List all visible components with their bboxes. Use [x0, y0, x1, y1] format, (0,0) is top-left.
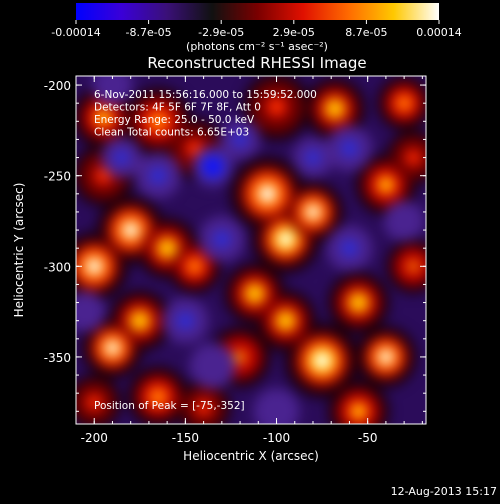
x-tick-label: -100 [263, 431, 290, 445]
colorbar-tick-label: -0.00014 [51, 26, 100, 39]
y-tick-label: -250 [44, 170, 71, 184]
heatmap-blob [105, 341, 120, 355]
heatmap-blob [341, 140, 358, 157]
heatmap-blob [204, 357, 221, 375]
x-tick-label: -150 [172, 431, 199, 445]
heatmap-blob [205, 159, 221, 174]
heatmap-blob [151, 390, 165, 404]
heatmap-blob [86, 259, 102, 274]
heatmap-blob [96, 111, 110, 125]
heatmap-blob [278, 231, 293, 247]
plot-frame [75, 75, 427, 425]
y-axis-label: Heliocentric Y (arcsec) [12, 183, 26, 318]
heatmap-blob [105, 77, 120, 93]
heatmap-blob [160, 241, 174, 255]
heatmap-blob [341, 239, 358, 257]
heatmap-blob [351, 296, 366, 310]
timestamp: 12-Aug-2013 15:17 [391, 485, 497, 498]
heatmap-image [76, 76, 426, 424]
annotation-line: Detectors: 4F 5F 6F 7F 8F, Att 0 [94, 102, 261, 114]
annotation-line: Clean Total counts: 6.65E+03 [94, 127, 249, 139]
heatmap-blob [328, 102, 342, 116]
heatmap-blob [77, 304, 93, 319]
heatmap-blob [88, 396, 101, 409]
x-axis-label: Heliocentric X (arcsec) [183, 449, 319, 463]
heatmap-blob [306, 205, 320, 219]
heatmap-blob [149, 167, 167, 184]
colorbar-tick-label: 8.7e-05 [345, 26, 387, 39]
heatmap-blob [150, 114, 166, 129]
heatmap-blob [269, 99, 284, 115]
heatmap-blob [268, 403, 285, 420]
colorbar-tick-label: 0.00014 [416, 26, 462, 39]
heatmap-blob [187, 141, 202, 156]
y-axis: -200 -250 -300 -350 [44, 79, 426, 412]
heatmap-blob [133, 314, 147, 328]
heatmap-blob [314, 352, 331, 369]
heatmap-blob [351, 404, 366, 418]
annotation-block: 6-Nov-2011 15:56:16.000 to 15:59:52.000D… [94, 89, 317, 139]
heatmap-blob [96, 169, 110, 183]
colorbar [76, 3, 439, 20]
heatmap-blob [279, 314, 293, 328]
heatmap-blob [197, 401, 210, 414]
heatmap-blob [114, 150, 129, 165]
heatmap-blob [188, 260, 201, 273]
heatmap-blob [407, 151, 420, 164]
peak-position-label: Position of Peak = [-75,-352] [94, 400, 245, 412]
heatmap-blob [379, 178, 393, 192]
heatmap-blob [177, 312, 194, 329]
y-tick-label: -200 [44, 79, 71, 93]
heatmap-blob [248, 286, 262, 301]
x-tick-label: -50 [358, 431, 378, 445]
heatmap-blob [213, 230, 231, 248]
x-tick-label: -200 [81, 431, 108, 445]
heatmap-blob [233, 350, 247, 364]
heatmap-blob [259, 185, 276, 202]
heatmap-blob [379, 350, 393, 364]
annotation-line: Energy Range: 25.0 - 50.0 keV [94, 114, 255, 126]
heatmap-blob [407, 260, 420, 273]
heatmap-blob [305, 150, 321, 165]
y-tick-label: -350 [44, 351, 71, 365]
heatmap-blob [123, 222, 138, 238]
x-axis: -200 -150 -100 -50 [81, 76, 423, 445]
y-tick-label: -300 [44, 260, 71, 274]
heatmap-blob [398, 97, 410, 110]
annotation-line: 6-Nov-2011 15:56:16.000 to 15:59:52.000 [94, 89, 317, 101]
heatmap-blob [232, 132, 248, 147]
colorbar-unit-label: (photons cm⁻² s⁻¹ asec⁻²) [186, 40, 328, 53]
colorbar-ticks: -0.00014 -8.7e-05 -2.9e-05 2.9e-05 8.7e-05 0.… [51, 20, 462, 39]
chart-title: Reconstructed RHESSI Image [147, 54, 366, 72]
heatmap-blob [396, 213, 412, 229]
colorbar-tick-label: -2.9e-05 [198, 26, 244, 39]
colorbar-tick-label: 2.9e-05 [273, 26, 315, 39]
colorbar-tick-label: -8.7e-05 [125, 26, 171, 39]
